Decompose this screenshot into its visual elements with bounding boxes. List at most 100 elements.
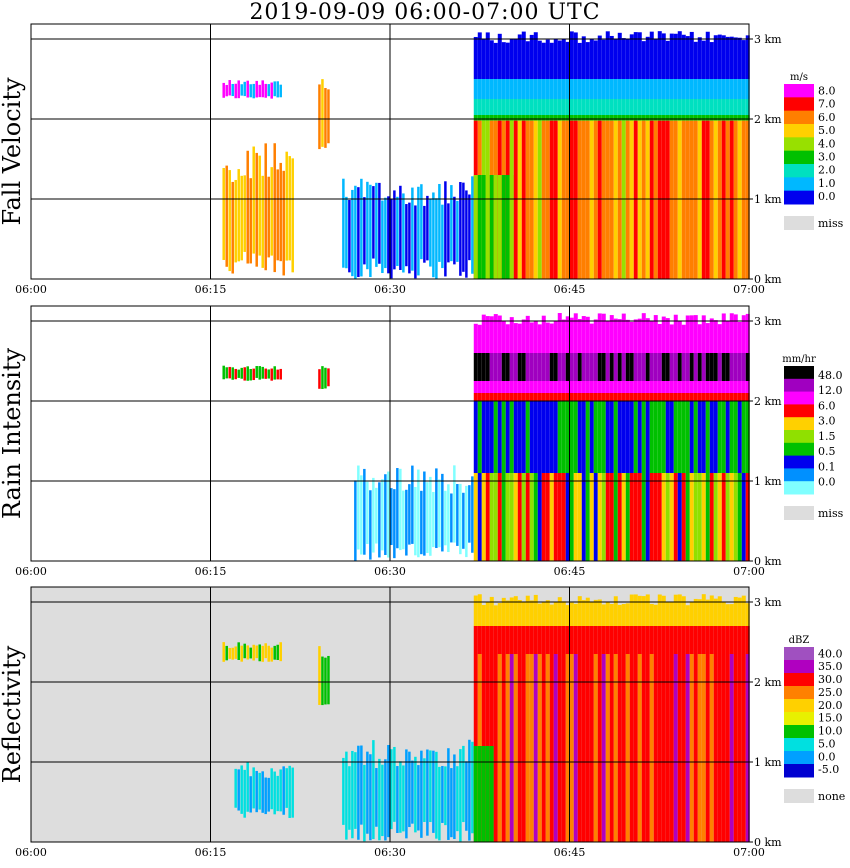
heatmap-cell [673, 33, 678, 79]
heatmap-cell [725, 99, 730, 115]
heatmap-cell [597, 599, 602, 626]
heatmap-cell [243, 367, 246, 381]
heatmap-cell [697, 120, 702, 279]
heatmap-cell [697, 473, 702, 561]
heatmap-cell [517, 99, 522, 115]
x-tick-label: 06:30 [374, 283, 406, 296]
heatmap-cell [569, 79, 574, 99]
heatmap-cell [276, 369, 279, 380]
heatmap-cell [435, 468, 438, 549]
heatmap-cell [225, 84, 228, 97]
heatmap-cell [270, 82, 273, 99]
heatmap-cell [613, 626, 618, 654]
heatmap-cell [573, 353, 578, 381]
heatmap-cell [561, 115, 566, 121]
heatmap-cell [725, 320, 730, 353]
heatmap-cell [501, 353, 506, 381]
heatmap-cell [721, 313, 726, 353]
heatmap-cell [444, 766, 447, 826]
heatmap-cell [601, 99, 606, 115]
heatmap-cell [589, 473, 594, 561]
heatmap-cell [617, 381, 622, 393]
heatmap-cell [258, 84, 261, 98]
heatmap-cell [545, 626, 550, 654]
heatmap-cell [468, 194, 471, 261]
heatmap-cell [366, 751, 369, 834]
heatmap-cell [681, 473, 686, 561]
heatmap-cell [529, 353, 534, 381]
heatmap-cell [505, 626, 510, 654]
heatmap-cell [450, 493, 453, 543]
heatmap-cell [609, 353, 614, 381]
grid [31, 306, 749, 561]
heatmap-cell [665, 626, 670, 654]
legend-swatch [784, 647, 814, 661]
heatmap-cell [673, 99, 678, 115]
heatmap-cell [402, 765, 405, 832]
heatmap-cell [402, 490, 405, 550]
heatmap-cell [641, 99, 646, 115]
heatmap-cell [589, 601, 594, 626]
heatmap-cell [653, 381, 658, 393]
heatmap-cell [581, 120, 586, 279]
legend-label: 35.0 [818, 660, 843, 673]
heatmap-cell [729, 381, 734, 393]
heatmap-cell [342, 757, 345, 825]
heatmap-cell [633, 473, 638, 561]
heatmap-cell [533, 320, 538, 353]
heatmap-cell [432, 750, 435, 833]
heatmap-cell [252, 146, 255, 254]
heatmap-cell [645, 99, 650, 115]
heatmap-cell [393, 746, 396, 822]
heatmap-cell [725, 36, 730, 79]
heatmap-cell [717, 115, 722, 121]
heatmap-cell [613, 654, 618, 842]
heatmap-cell [509, 79, 514, 99]
heatmap-cell [585, 316, 590, 353]
heatmap-cell [657, 79, 662, 99]
heatmap-cell [609, 115, 614, 121]
heatmap-cell [633, 626, 638, 654]
heatmap-cell [685, 115, 690, 121]
heatmap-cell [689, 654, 694, 842]
heatmap-cell [465, 190, 468, 278]
heatmap-cell [279, 162, 282, 262]
heatmap-cell [677, 654, 682, 842]
heatmap-cell [641, 626, 646, 654]
heatmap-cell [493, 353, 498, 381]
heatmap-cell [553, 473, 558, 561]
heatmap-cell [649, 393, 654, 401]
heatmap-cell [549, 604, 554, 626]
heatmap-cell [729, 654, 734, 842]
heatmap-cell [621, 603, 626, 626]
heatmap-cell [497, 401, 502, 473]
heatmap-cell [717, 324, 722, 353]
heatmap-cell [378, 758, 381, 841]
legend-label: 6.0 [818, 399, 836, 412]
panel-reflectivity: 06:00 06:15 06:30 06:45 07:000 km 1 km 2 km 3 k… [0, 586, 845, 859]
heatmap-cell [649, 603, 654, 626]
heatmap-cell [557, 401, 562, 473]
heatmap-cell [267, 84, 270, 97]
heatmap-cell [249, 84, 252, 98]
grid [31, 24, 749, 279]
heatmap-cell [375, 182, 378, 267]
heatmap-cell [597, 473, 602, 561]
heatmap-cell [657, 99, 662, 115]
heatmap-cell [549, 381, 554, 393]
heatmap-cell [485, 99, 490, 115]
heatmap-cell [621, 381, 626, 393]
heatmap-cell [243, 81, 246, 97]
legend-swatch [784, 137, 814, 152]
heatmap-cell [481, 401, 486, 473]
heatmap-cell [645, 594, 650, 626]
heatmap-cell [255, 645, 258, 659]
heatmap-cell [240, 84, 243, 96]
heatmap-cell [557, 115, 562, 121]
heatmap-cell [717, 79, 722, 99]
heatmap-cell [717, 626, 722, 654]
heatmap-cell [665, 40, 670, 79]
heatmap-cell [593, 393, 598, 401]
heatmap-cell [549, 120, 554, 279]
heatmap-cell [545, 120, 550, 279]
